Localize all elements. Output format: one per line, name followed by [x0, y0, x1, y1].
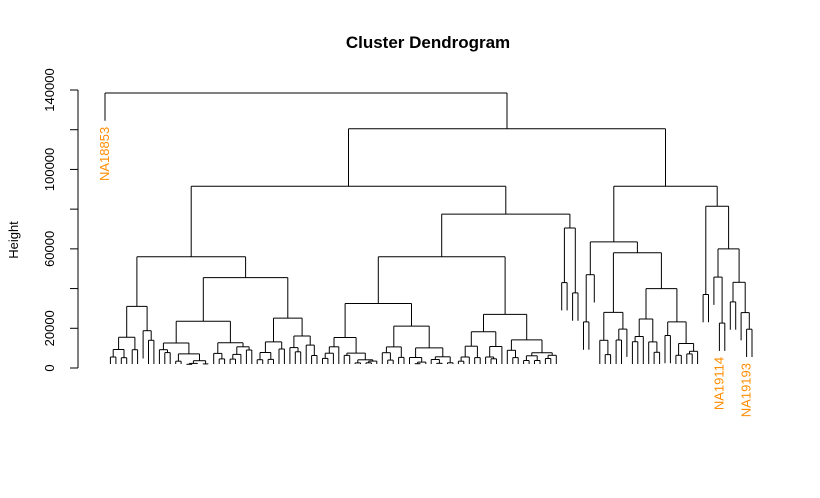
leaf-label: NA19193: [739, 363, 754, 417]
y-tick-label: 100000: [42, 148, 57, 191]
chart-title: Cluster Dendrogram: [346, 33, 510, 52]
leaf-label: NA19114: [711, 357, 726, 410]
y-tick-label: 20000: [42, 310, 57, 346]
y-tick-label: 60000: [42, 231, 57, 267]
y-tick-label: 140000: [42, 68, 57, 111]
y-axis-label: Height: [6, 221, 21, 259]
y-axis: 0 20000 60000 100000 140000: [42, 68, 79, 372]
leaf-label: NA18853: [97, 127, 112, 181]
y-tick-label: 0: [42, 364, 57, 371]
leaf-labels: NA18853 NA19114 NA19193: [97, 127, 754, 417]
dendrogram-branches: [104, 92, 753, 365]
